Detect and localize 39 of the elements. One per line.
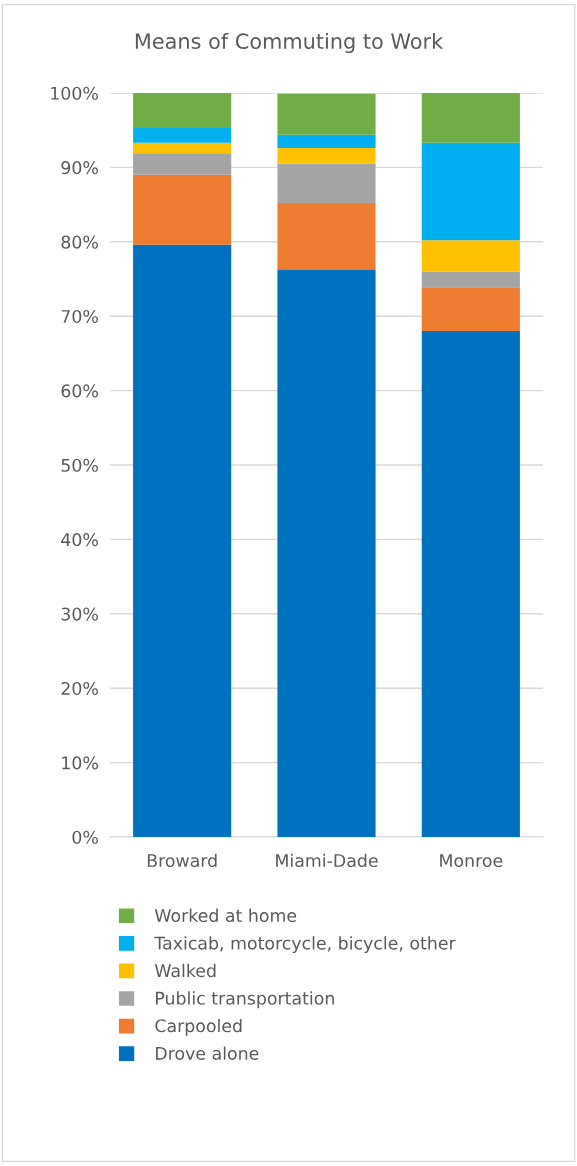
bar — [133, 174, 232, 245]
bar — [421, 240, 520, 272]
y-tick-label: 40% — [61, 533, 98, 547]
bar — [133, 153, 232, 175]
y-tick-label: 20% — [61, 681, 98, 696]
x-tick-label: Monroe — [440, 854, 503, 868]
bar — [421, 271, 520, 288]
chart-title: Means of Commuting to Work — [135, 32, 444, 54]
legend-label: Carpooled — [155, 1018, 242, 1036]
bar — [277, 203, 376, 271]
x-tick-label: Miami-Dade — [276, 853, 378, 868]
bar — [133, 127, 232, 143]
bar — [277, 93, 376, 135]
bar — [133, 93, 232, 128]
bar — [421, 331, 520, 837]
y-tick-label: 60% — [61, 384, 98, 398]
legend-label: Walked — [154, 963, 216, 978]
bar — [421, 93, 520, 143]
bar — [133, 142, 232, 154]
bar — [421, 287, 520, 332]
bar — [133, 244, 232, 837]
y-tick-label: 50% — [61, 458, 98, 472]
bar — [421, 142, 520, 241]
bar — [277, 134, 376, 149]
y-tick-label: 100% — [51, 86, 98, 100]
bar — [277, 148, 376, 164]
y-tick-label: 30% — [61, 607, 98, 621]
legend-label: Taxicab, motorcycle, bicycle, other — [154, 936, 456, 953]
y-tick-label: 0% — [72, 830, 98, 844]
legend-label: Drove alone — [156, 1046, 259, 1060]
legend-label: Public transportation — [156, 991, 334, 1009]
x-tick-label: Broward — [147, 853, 217, 868]
y-tick-label: 70% — [61, 309, 98, 324]
bar — [277, 270, 376, 837]
y-tick-label: 80% — [61, 235, 98, 249]
bar — [277, 163, 376, 204]
y-tick-label: 90% — [61, 161, 98, 175]
legend-label: Worked at home — [154, 908, 297, 923]
y-tick-label: 10% — [62, 756, 98, 770]
